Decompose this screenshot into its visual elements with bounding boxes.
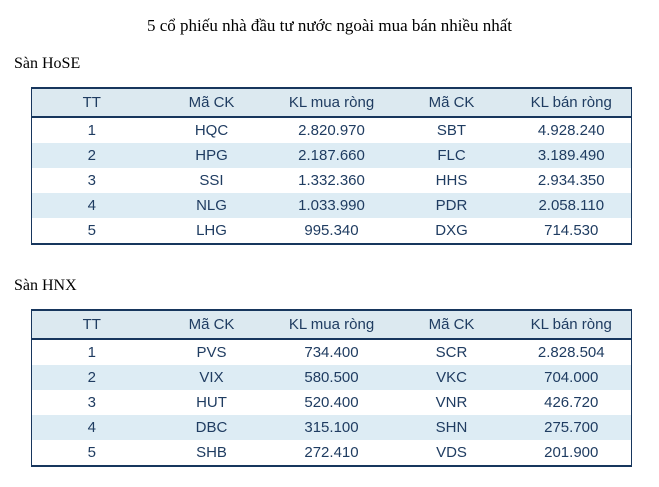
table-header-cell: KL mua ròng bbox=[271, 88, 392, 118]
table-cell: LHG bbox=[196, 222, 227, 239]
table-cell: VIX bbox=[199, 369, 224, 386]
table-cell: 4 bbox=[87, 197, 96, 214]
hnx-table: TT Mã CK KL mua ròng Mã CK KL bán ròng 1… bbox=[31, 309, 632, 467]
table-cell: SCR bbox=[435, 344, 468, 361]
table-cell: NLG bbox=[196, 197, 227, 214]
table-header-cell: KL mua ròng bbox=[271, 310, 392, 340]
table-cell: 272.410 bbox=[304, 444, 359, 461]
table-cell: 5 bbox=[87, 222, 96, 239]
table-cell: 4.928.240 bbox=[537, 122, 605, 139]
table-row: 1 PVS 734.400 SCR 2.828.504 bbox=[32, 339, 632, 365]
table-cell: 275.700 bbox=[544, 419, 599, 436]
table-row: 2 HPG 2.187.660 FLC 3.189.490 bbox=[31, 143, 632, 168]
table-cell: 995.340 bbox=[304, 222, 359, 239]
table-header-cell: KL bán ròng bbox=[511, 88, 632, 118]
table-cell: 1.332.360 bbox=[298, 172, 365, 189]
table-cell: 2.934.350 bbox=[537, 172, 605, 189]
hose-table: TT Mã CK KL mua ròng Mã CK KL bán ròng 1… bbox=[31, 87, 632, 245]
table-cell: DXG bbox=[435, 222, 468, 239]
table-cell: 4 bbox=[87, 419, 96, 436]
page-title: 5 cổ phiếu nhà đầu tư nước ngoài mua bán… bbox=[147, 16, 512, 35]
table-cell: 520.400 bbox=[304, 394, 359, 411]
table-row: 5 LHG 995.340 DXG 714.530 bbox=[32, 218, 632, 244]
table-header-row: TT Mã CK KL mua ròng Mã CK KL bán ròng bbox=[31, 88, 632, 118]
table-cell: 734.400 bbox=[304, 344, 359, 361]
section-label-hnx: Sàn HNX bbox=[14, 277, 77, 294]
table-cell: 3.189.490 bbox=[537, 147, 605, 164]
table-cell: VKC bbox=[436, 369, 467, 386]
table-cell: 3 bbox=[87, 172, 96, 189]
table-cell: 201.900 bbox=[544, 444, 599, 461]
table-cell: 2.828.504 bbox=[537, 344, 605, 361]
table-header-cell: TT bbox=[31, 88, 152, 118]
table-cell: 1.033.990 bbox=[298, 197, 365, 214]
table-cell: 2.187.660 bbox=[298, 147, 365, 164]
table-cell: SHN bbox=[435, 419, 468, 436]
table-row: 3 HUT 520.400 VNR 426.720 bbox=[32, 390, 632, 415]
table-row: 4 DBC 315.100 SHN 275.700 bbox=[31, 415, 632, 440]
table-cell: 5 bbox=[87, 444, 96, 461]
table-cell: 2 bbox=[87, 147, 96, 164]
table-row: 4 NLG 1.033.990 PDR 2.058.110 bbox=[31, 193, 632, 218]
table-cell: SHB bbox=[196, 444, 227, 461]
table-cell: HPG bbox=[195, 147, 228, 164]
table-cell: DBC bbox=[195, 419, 228, 436]
table-header-cell: Mã CK bbox=[151, 310, 272, 340]
table-header-cell: Mã CK bbox=[391, 310, 512, 340]
table-header-cell: Mã CK bbox=[391, 88, 512, 118]
table-cell: 3 bbox=[87, 394, 96, 411]
table-cell: 1 bbox=[87, 122, 96, 139]
table-cell: HUT bbox=[196, 394, 227, 411]
table-cell: 704.000 bbox=[544, 369, 599, 386]
table-cell: PDR bbox=[435, 197, 468, 214]
table-cell: SSI bbox=[199, 172, 224, 189]
table-cell: 2.058.110 bbox=[538, 197, 605, 214]
table-cell: 2 bbox=[87, 369, 96, 386]
section-label-hose: Sàn HoSE bbox=[14, 55, 81, 72]
table-cell: VDS bbox=[436, 444, 467, 461]
table-header-cell: TT bbox=[31, 310, 152, 340]
table-row: 1 HQC 2.820.970 SBT 4.928.240 bbox=[32, 117, 632, 143]
table-row: 5 SHB 272.410 VDS 201.900 bbox=[32, 440, 632, 466]
table-row: 2 VIX 580.500 VKC 704.000 bbox=[31, 365, 632, 390]
table-cell: 580.500 bbox=[304, 369, 359, 386]
table-cell: VNR bbox=[435, 394, 468, 411]
table-header-cell: Mã CK bbox=[151, 88, 272, 118]
table-cell: PVS bbox=[196, 344, 227, 361]
table-cell: FLC bbox=[437, 147, 466, 164]
table-row: 3 SSI 1.332.360 HHS 2.934.350 bbox=[32, 168, 632, 193]
table-cell: 426.720 bbox=[544, 394, 599, 411]
table-cell: 1 bbox=[87, 344, 96, 361]
table-cell: SBT bbox=[436, 122, 467, 139]
table-cell: HHS bbox=[435, 172, 468, 189]
table-header-cell: KL bán ròng bbox=[511, 310, 632, 340]
table-cell: 315.100 bbox=[304, 419, 359, 436]
table-header-row: TT Mã CK KL mua ròng Mã CK KL bán ròng bbox=[31, 310, 632, 340]
table-cell: 714.530 bbox=[544, 222, 599, 239]
table-cell: HQC bbox=[194, 122, 229, 139]
table-cell: 2.820.970 bbox=[298, 122, 365, 139]
